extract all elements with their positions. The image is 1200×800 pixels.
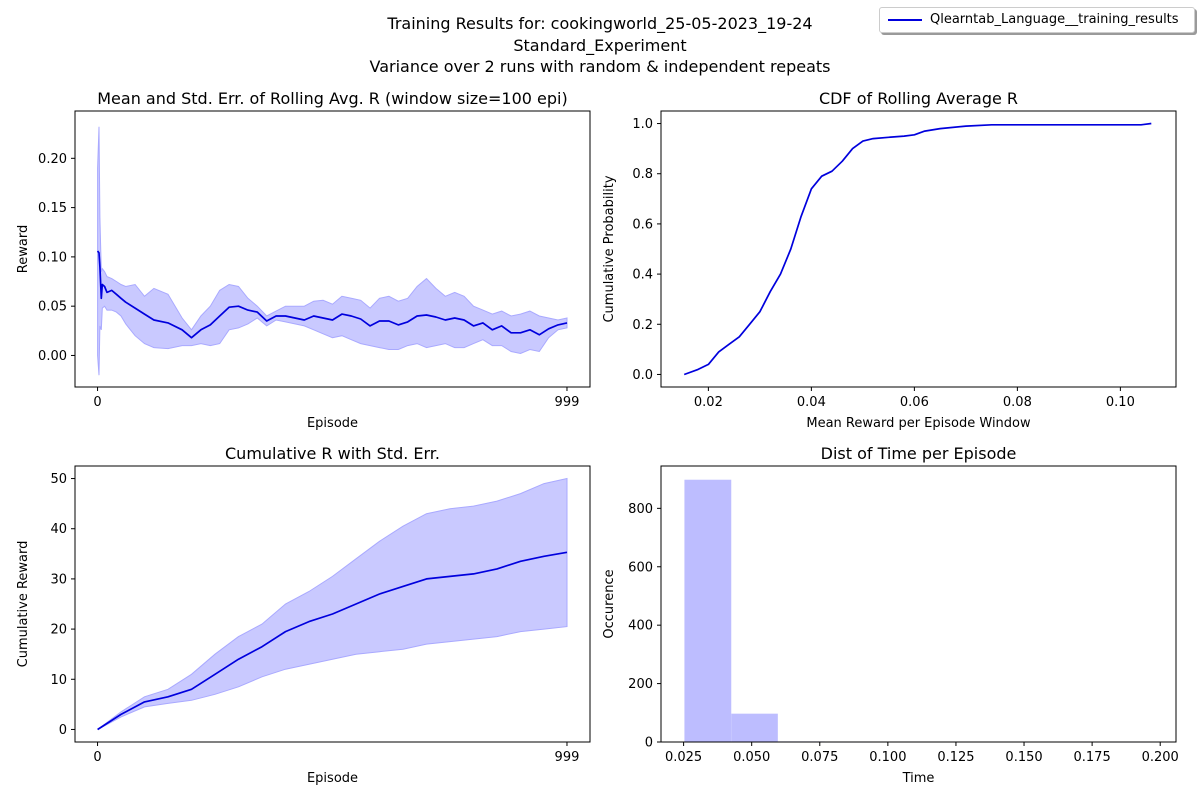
legend-line-swatch [888, 19, 922, 21]
x-tick-label: 0.075 [801, 750, 838, 765]
histogram-bar [731, 713, 778, 742]
y-tick-label: 0.4 [632, 268, 653, 283]
y-tick-label: 0.00 [38, 349, 67, 364]
x-tick-label: 0.10 [1106, 395, 1135, 410]
x-tick-label: 0.02 [694, 395, 723, 410]
y-tick-label: 10 [50, 673, 67, 688]
legend: Qlearntab_Language__training_results [879, 7, 1195, 33]
x-axis-label: Episode [307, 771, 358, 786]
x-axis-label: Episode [307, 416, 358, 431]
x-tick-label: 999 [555, 395, 580, 410]
y-tick-label: 0.05 [38, 300, 67, 315]
y-tick-label: 1.0 [632, 117, 653, 132]
x-tick-label: 0.050 [733, 750, 770, 765]
x-axis-label: Mean Reward per Episode Window [806, 416, 1031, 431]
series-line [97, 551, 568, 731]
y-axis-label: Cumulative Reward [16, 541, 31, 668]
y-tick-label: 0.15 [38, 201, 67, 216]
y-tick-label: 40 [50, 522, 67, 537]
chart-panel-1: 0 999 0.00 0.05 0.10 0.15 0.20 Mean and Std. Er… [16, 89, 591, 431]
y-tick-label: 0.10 [38, 250, 67, 265]
chart-panel-4: 0.025 0.050 0.075 0.100 0.125 0.150 0.175 0.200… [602, 444, 1179, 786]
y-tick-label: 400 [628, 619, 653, 634]
x-tick-label: 0.04 [797, 395, 826, 410]
y-tick-label: 0.6 [632, 217, 653, 232]
x-tick-label: 0.150 [1005, 750, 1042, 765]
y-axis-label: Occurence [602, 569, 617, 638]
x-tick-label: 0 [93, 750, 101, 765]
series-line [683, 122, 1152, 376]
y-tick-label: 600 [628, 560, 653, 575]
figure-title-line3: Variance over 2 runs with random & indep… [369, 57, 831, 76]
chart-title: Dist of Time per Episode [821, 444, 1017, 463]
x-tick-label: 0.025 [665, 750, 702, 765]
y-tick-label: 800 [628, 502, 653, 517]
x-tick-label: 0.100 [869, 750, 906, 765]
y-tick-label: 200 [628, 677, 653, 692]
x-tick-label: 0 [93, 395, 101, 410]
axes-frame [660, 110, 1177, 388]
legend-label: Qlearntab_Language__training_results [930, 12, 1179, 27]
y-tick-label: 0.20 [38, 152, 67, 167]
axes-frame [660, 465, 1177, 743]
y-tick-label: 20 [50, 623, 67, 638]
x-tick-label: 0.06 [900, 395, 929, 410]
y-axis-label: Reward [16, 225, 31, 273]
std-err-band [97, 126, 568, 376]
x-tick-label: 0.125 [937, 750, 974, 765]
y-tick-label: 30 [50, 572, 67, 587]
y-tick-label: 0.0 [632, 368, 653, 383]
y-tick-label: 50 [50, 472, 67, 487]
chart-panel-2: 0.02 0.04 0.06 0.08 0.10 0.0 0.2 0.4 0.6 0.8 1.0 CD… [602, 89, 1177, 431]
chart-panel-3: 0 999 0 10 20 30 40 50 Cumulative R with Std. Er… [16, 444, 591, 786]
figure-title-line1: Training Results for: cookingworld_25-05… [387, 14, 813, 33]
x-tick-label: 0.175 [1074, 750, 1111, 765]
chart-title: CDF of Rolling Average R [819, 89, 1018, 108]
x-tick-label: 999 [555, 750, 580, 765]
y-axis-label: Cumulative Probability [602, 175, 617, 322]
chart-title: Mean and Std. Err. of Rolling Avg. R (wi… [97, 89, 568, 108]
y-tick-label: 0.2 [632, 318, 653, 333]
y-tick-label: 0 [645, 736, 653, 751]
x-axis-label: Time [902, 771, 935, 786]
axes-frame [74, 465, 591, 743]
series-line [96, 250, 568, 339]
std-err-band [97, 477, 568, 730]
axes-frame [74, 110, 591, 388]
chart-title: Cumulative R with Std. Err. [225, 444, 440, 463]
y-tick-label: 0 [59, 723, 67, 738]
y-tick-label: 0.8 [632, 167, 653, 182]
figure-title-line2: Standard_Experiment [513, 36, 687, 55]
x-tick-label: 0.200 [1142, 750, 1179, 765]
x-tick-label: 0.08 [1003, 395, 1032, 410]
histogram-bar [684, 479, 732, 742]
